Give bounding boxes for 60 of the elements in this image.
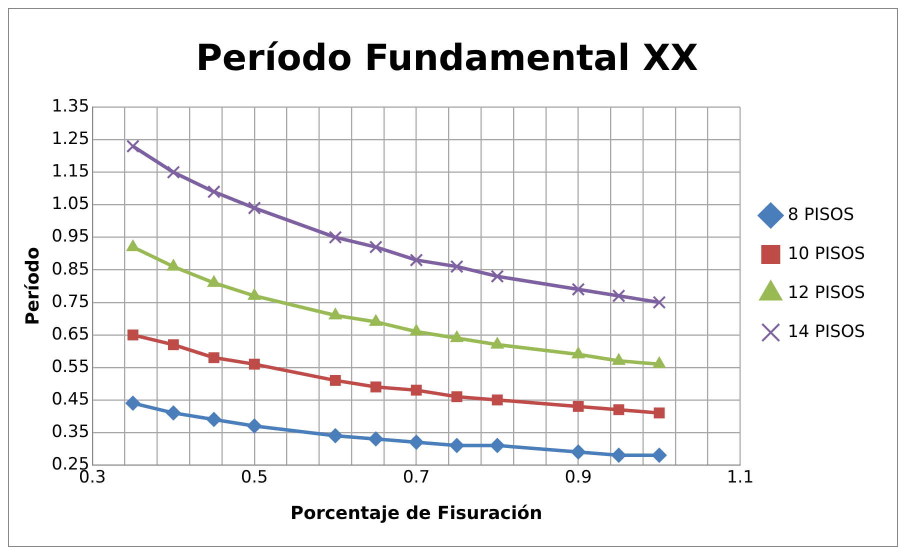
point <box>654 408 665 418</box>
point <box>408 434 424 450</box>
point <box>246 418 262 434</box>
point <box>492 394 503 406</box>
y-tick-label: 1.35 <box>52 96 90 117</box>
legend-label: 10 PISOS <box>788 244 865 264</box>
point <box>570 444 586 460</box>
y-tick-label: 0.75 <box>52 292 90 312</box>
y-tick-label: 0.45 <box>52 389 90 410</box>
legend-label: 14 PISOS <box>788 322 865 342</box>
point <box>207 185 221 198</box>
point <box>613 404 624 416</box>
legend-label: 8 PISOS <box>788 204 854 225</box>
point <box>652 296 666 310</box>
x-tick-label: 1.1 <box>726 468 754 488</box>
point <box>127 329 138 340</box>
point <box>370 381 382 392</box>
point <box>449 438 464 453</box>
point <box>652 448 667 463</box>
point <box>126 240 140 252</box>
point <box>410 253 423 267</box>
point <box>490 438 505 453</box>
y-tick-label: 0.85 <box>52 259 90 280</box>
y-tick-label: 1.25 <box>52 129 90 150</box>
point <box>328 428 343 444</box>
x-axis-title: Porcentaje de Fisuración <box>290 502 542 524</box>
point <box>126 140 140 153</box>
point <box>166 405 181 420</box>
point <box>612 289 626 303</box>
point <box>330 374 341 386</box>
point <box>328 230 342 244</box>
y-tick-label: 1.15 <box>52 162 90 182</box>
point <box>166 166 180 179</box>
point <box>248 358 260 370</box>
y-axis-title: Período <box>22 247 44 326</box>
point <box>611 448 626 463</box>
legend-label: 12 PISOS <box>788 282 865 303</box>
y-tick-label: 0.35 <box>52 422 90 442</box>
y-tick-label: 0.95 <box>52 226 90 247</box>
point <box>125 396 140 411</box>
point <box>166 259 180 271</box>
x-tick-label: 0.7 <box>402 468 430 488</box>
y-tick-label: 0.55 <box>52 356 90 377</box>
point <box>572 282 585 296</box>
point <box>451 391 462 402</box>
point <box>490 270 504 283</box>
point <box>368 431 384 446</box>
x-tick-label: 0.5 <box>240 468 268 488</box>
y-tick-label: 0.65 <box>52 324 90 344</box>
point <box>572 401 584 412</box>
x-tick-label: 0.9 <box>564 468 592 488</box>
point <box>208 352 220 364</box>
point <box>206 412 222 427</box>
chart-title: Período Fundamental XX <box>196 38 698 79</box>
point <box>369 240 383 254</box>
point <box>248 201 262 215</box>
point <box>168 339 179 350</box>
point <box>410 384 422 396</box>
y-tick-label: 1.05 <box>52 194 90 214</box>
point <box>450 260 464 274</box>
